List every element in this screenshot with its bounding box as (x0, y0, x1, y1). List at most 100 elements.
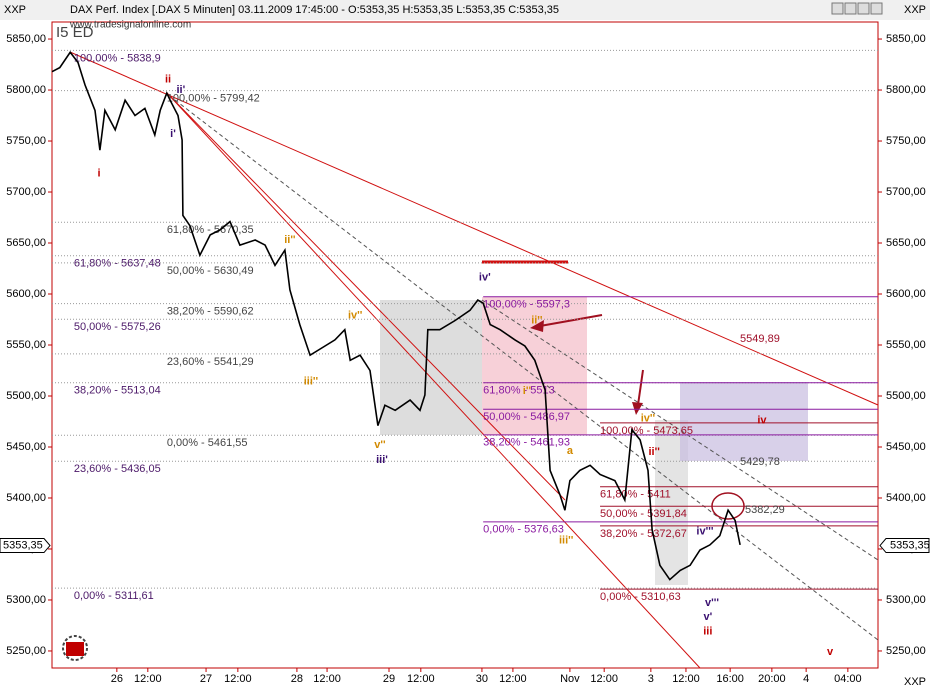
annotation: i (98, 168, 101, 180)
last-price-label: 5353,35 (890, 539, 930, 551)
y-tick-label: 5250,00 (886, 645, 926, 657)
source: www.tradesignalonline.com (69, 20, 191, 31)
y-tick-label: 5650,00 (886, 237, 926, 249)
y-tick-label: 5400,00 (6, 492, 46, 504)
y-tick-label: 5800,00 (886, 84, 926, 96)
trend-line (166, 92, 566, 501)
annotation: 5549,89 (740, 333, 780, 345)
x-tick-label: 16:00 (716, 673, 744, 685)
x-tick-label: 28 (291, 673, 303, 685)
annotation: i' (170, 128, 176, 140)
x-tick-label: 20:00 (758, 673, 786, 685)
y-tick-label: 5450,00 (6, 441, 46, 453)
annotation: v'' (374, 439, 386, 451)
annotation: ii'' (648, 446, 660, 458)
annotation: iii'' (559, 535, 574, 547)
level-label: 23,60% - 5436,05 (74, 463, 161, 475)
annotation: ii'' (531, 314, 543, 326)
level-label: 0,00% - 5461,55 (167, 437, 248, 449)
header-bar (0, 0, 930, 20)
logo (62, 635, 88, 661)
last-price-box (879, 538, 930, 554)
arrow-head (530, 320, 544, 332)
corner-label: XXP (904, 4, 926, 16)
y-tick-label: 5600,00 (886, 288, 926, 300)
level-label: 38,20% - 5590,62 (167, 305, 254, 317)
window-buttons (831, 2, 883, 15)
annotation: 5429,78 (740, 456, 780, 468)
level-label: 50,00% - 5391,84 (600, 508, 687, 520)
button[interactable] (831, 2, 844, 15)
last-price-label: 5353,35 (3, 539, 43, 551)
level-label: 0,00% - 5310,63 (600, 591, 681, 603)
x-tick-label: 12:00 (590, 673, 618, 685)
zone-grey (380, 300, 482, 435)
y-tick-label: 5500,00 (6, 390, 46, 402)
annotation: iii (703, 625, 712, 637)
y-tick-label: 5800,00 (6, 84, 46, 96)
level-label: 100,00% - 5473,65 (600, 425, 693, 437)
x-tick-label: 04:00 (834, 673, 862, 685)
y-tick-label: 5550,00 (6, 339, 46, 351)
data-layer: 5250,005250,005300,005300,005350,005350,… (6, 33, 926, 685)
y-tick-label: 5750,00 (886, 135, 926, 147)
y-tick-label: 5450,00 (886, 441, 926, 453)
annotation: v' (703, 611, 712, 623)
last-price-box (0, 538, 51, 554)
y-tick-label: 5550,00 (886, 339, 926, 351)
x-tick-label: 12:00 (672, 673, 700, 685)
annotation: iv' (479, 272, 491, 284)
annotation: iv''' (696, 526, 713, 538)
annotation: i'' (523, 385, 532, 397)
trend-line-dashed (481, 299, 879, 561)
button[interactable] (870, 2, 883, 15)
trend-line-dashed (174, 99, 879, 641)
annotation: iii' (376, 454, 388, 466)
level-label: 100,00% - 5597,3 (483, 299, 570, 311)
annotation: iii'' (304, 376, 319, 388)
x-tick-label: 4 (803, 673, 809, 685)
level-label: 50,00% - 5486,97 (483, 411, 570, 423)
level-label: 61,80% - 5411 (600, 489, 671, 501)
trend-line (69, 51, 879, 406)
x-tick-label: Nov (560, 673, 580, 685)
x-tick-label: 29 (383, 673, 395, 685)
y-tick-label: 5500,00 (886, 390, 926, 402)
level-label: 50,00% - 5575,26 (74, 321, 161, 333)
level-label: 38,20% - 5461,93 (483, 437, 570, 449)
x-tick-label: 26 (111, 673, 123, 685)
x-tick-label: 12:00 (224, 673, 252, 685)
annotation: ii (165, 74, 171, 86)
y-tick-label: 5300,00 (6, 594, 46, 606)
arrow (637, 369, 644, 406)
study-label: I5 ED (56, 24, 94, 41)
annotation: 5382,29 (745, 504, 785, 516)
level-label: 23,60% - 5541,29 (167, 356, 254, 368)
button[interactable] (844, 2, 857, 15)
level-label: 100,00% - 5799,42 (167, 93, 260, 105)
button[interactable] (857, 2, 870, 15)
y-tick-label: 5700,00 (886, 186, 926, 198)
x-tick-label: 30 (476, 673, 488, 685)
x-tick-label: 12:00 (134, 673, 162, 685)
annotation: iv (757, 414, 767, 426)
corner-label: XXP (904, 676, 926, 688)
y-tick-label: 5850,00 (6, 33, 46, 45)
x-tick-label: 3 (648, 673, 654, 685)
y-tick-label: 5650,00 (6, 237, 46, 249)
level-label: 0,00% - 5311,61 (74, 590, 154, 602)
x-tick-label: 27 (200, 673, 212, 685)
level-label: 38,20% - 5372,67 (600, 528, 687, 540)
level-label: 61,80% - 5513 (483, 385, 555, 397)
annotation: a (567, 445, 574, 457)
level-label: 100,00% - 5838,9 (74, 52, 161, 64)
trend-line (166, 92, 701, 669)
y-tick-label: 5750,00 (6, 135, 46, 147)
y-tick-label: 5250,00 (6, 645, 46, 657)
level-label: 0,00% - 5376,63 (483, 524, 564, 536)
y-tick-label: 5850,00 (886, 33, 926, 45)
y-tick-label: 5700,00 (6, 186, 46, 198)
zone-purple (680, 382, 808, 461)
